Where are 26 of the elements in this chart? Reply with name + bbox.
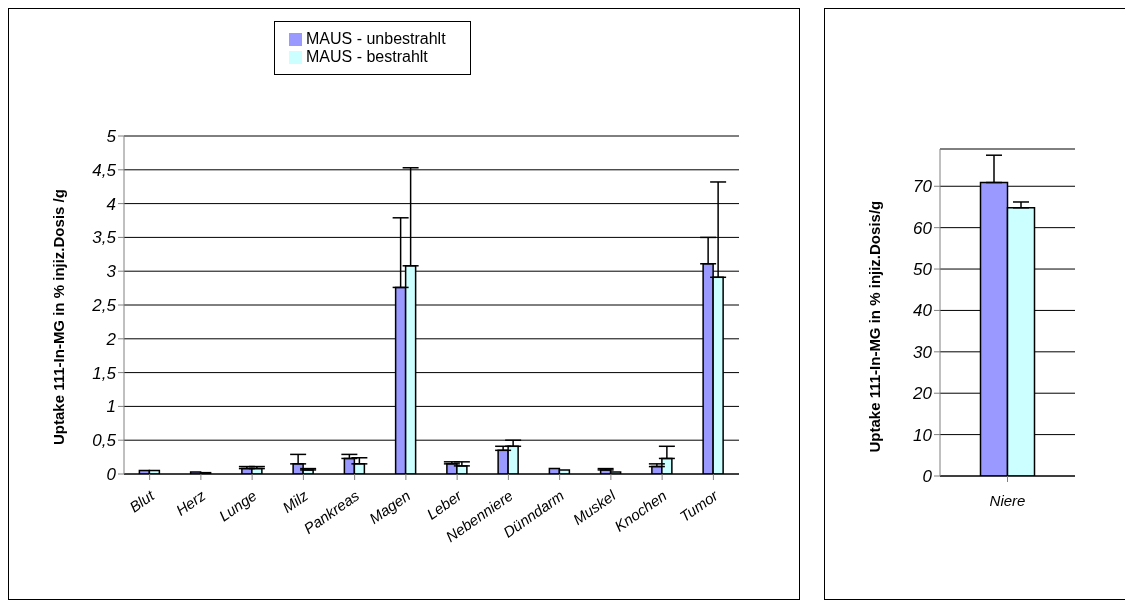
y-tick-label: 60 bbox=[913, 218, 933, 238]
y-tick-label: 70 bbox=[913, 177, 933, 197]
y-tick-label: 1,5 bbox=[92, 363, 117, 383]
x-tick-label: Niere bbox=[989, 492, 1026, 509]
y-axis-title: Uptake 111-In-MG in % injiz.Dosis/g bbox=[866, 200, 884, 453]
legend-label: MAUS - bestrahlt bbox=[306, 48, 428, 65]
y-tick-label: 20 bbox=[912, 384, 933, 404]
x-tick-label: Herz bbox=[172, 486, 209, 519]
y-tick-label: 40 bbox=[913, 301, 933, 321]
y-tick-label: 0,5 bbox=[92, 431, 117, 451]
y-tick-label: 2,5 bbox=[91, 296, 117, 316]
y-tick-label: 2 bbox=[105, 329, 117, 349]
x-tick-label: Blut bbox=[126, 486, 158, 516]
y-tick-label: 4,5 bbox=[92, 160, 117, 180]
y-tick-label: 0 bbox=[106, 465, 117, 485]
y-tick-label: 1 bbox=[106, 397, 116, 417]
y-tick-label: 3,5 bbox=[92, 228, 117, 248]
y-tick-label: 50 bbox=[913, 260, 933, 280]
y-axis-title: Uptake 111-In-MG in % injiz.Dosis /g bbox=[50, 189, 68, 445]
y-tick-label: 4 bbox=[106, 194, 116, 214]
legend-label: MAUS - unbestrahlt bbox=[306, 30, 446, 47]
y-tick-label: 3 bbox=[106, 262, 117, 282]
y-tick-label: 10 bbox=[913, 425, 933, 445]
y-tick-label: 5 bbox=[106, 127, 117, 147]
y-tick-label: 0 bbox=[922, 467, 933, 487]
y-tick-label: 30 bbox=[913, 342, 933, 362]
